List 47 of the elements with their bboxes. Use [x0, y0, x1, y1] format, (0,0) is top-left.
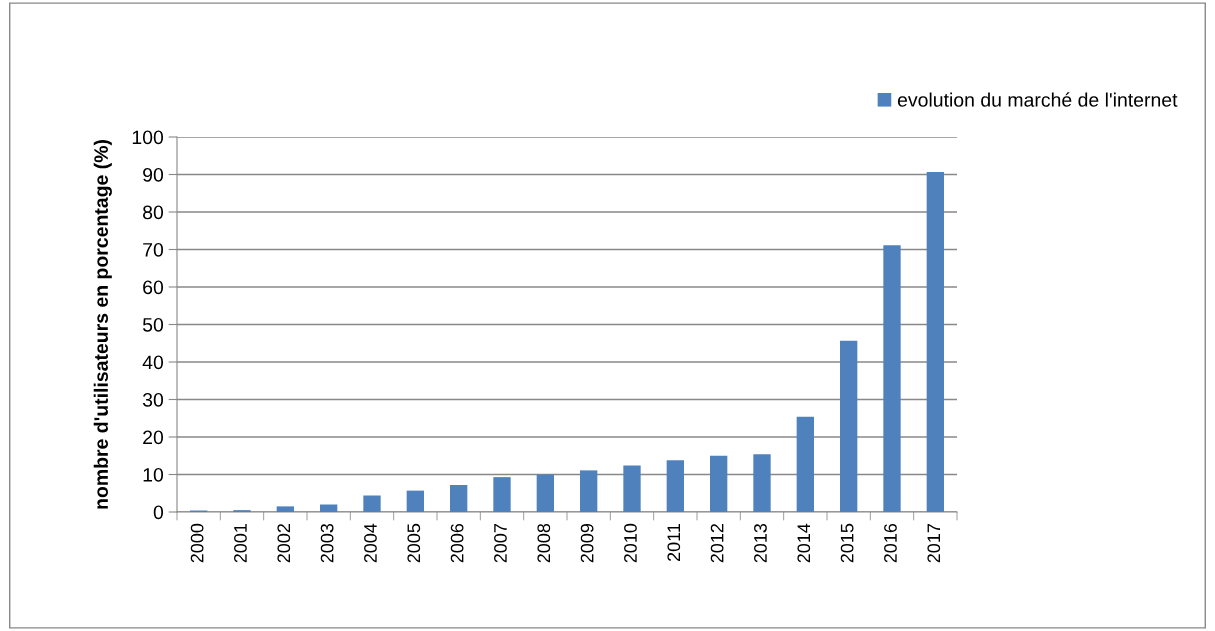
- y-tick-label: 40: [142, 355, 164, 370]
- bar: [580, 470, 598, 512]
- bar: [276, 506, 294, 512]
- x-tick-label: 2002: [277, 524, 291, 563]
- x-tick-label: 2012: [710, 524, 724, 563]
- bar: [320, 504, 338, 512]
- bar: [883, 245, 901, 512]
- x-tick-label: 2017: [927, 524, 941, 563]
- x-tick-label: 2005: [407, 523, 421, 563]
- x-tick-label: 2001: [234, 523, 247, 563]
- x-tick-label: 2011: [667, 523, 681, 562]
- x-tick-label: 2006: [450, 523, 464, 563]
- x-tick-label: 2014: [797, 523, 811, 563]
- bar: [926, 171, 944, 512]
- y-tick-label: 80: [143, 205, 164, 220]
- bar: [840, 340, 858, 512]
- bar: [536, 474, 554, 512]
- bar: [666, 460, 684, 512]
- bar: [753, 454, 771, 512]
- y-tick-label: 10: [143, 467, 164, 482]
- y-tick-label: 100: [132, 130, 164, 145]
- bar: [493, 477, 511, 512]
- bar: [363, 495, 381, 512]
- x-tick-label: 2004: [364, 523, 377, 563]
- y-tick-label: 20: [143, 430, 164, 445]
- y-tick-label: 70: [143, 242, 164, 257]
- x-tick-label: 2010: [624, 523, 637, 563]
- x-tick-label: 2007: [494, 524, 507, 563]
- x-tick-label: 2015: [840, 523, 854, 563]
- bar: [623, 465, 641, 512]
- bar: [450, 485, 468, 512]
- x-tick-label: 2016: [884, 523, 897, 563]
- x-tick-label: 2008: [537, 523, 551, 563]
- y-tick-label: 50: [142, 317, 164, 332]
- y-axis-title: nombre d'utilisateurs en porcentage (%): [93, 140, 112, 509]
- x-tick-label: 2009: [580, 523, 594, 563]
- x-tick-label: 2013: [754, 523, 767, 563]
- bar: [796, 416, 814, 512]
- x-tick-label: 2003: [320, 523, 334, 563]
- x-tick-label: 2000: [190, 523, 204, 563]
- y-tick-label: 90: [143, 167, 164, 182]
- legend-label: evolution du marché de l'internet: [897, 92, 1178, 107]
- y-tick-label: 0: [153, 505, 164, 520]
- bar: [406, 490, 424, 512]
- bar: [710, 455, 728, 512]
- y-tick-label: 30: [142, 392, 164, 407]
- y-tick-label: 60: [143, 280, 164, 295]
